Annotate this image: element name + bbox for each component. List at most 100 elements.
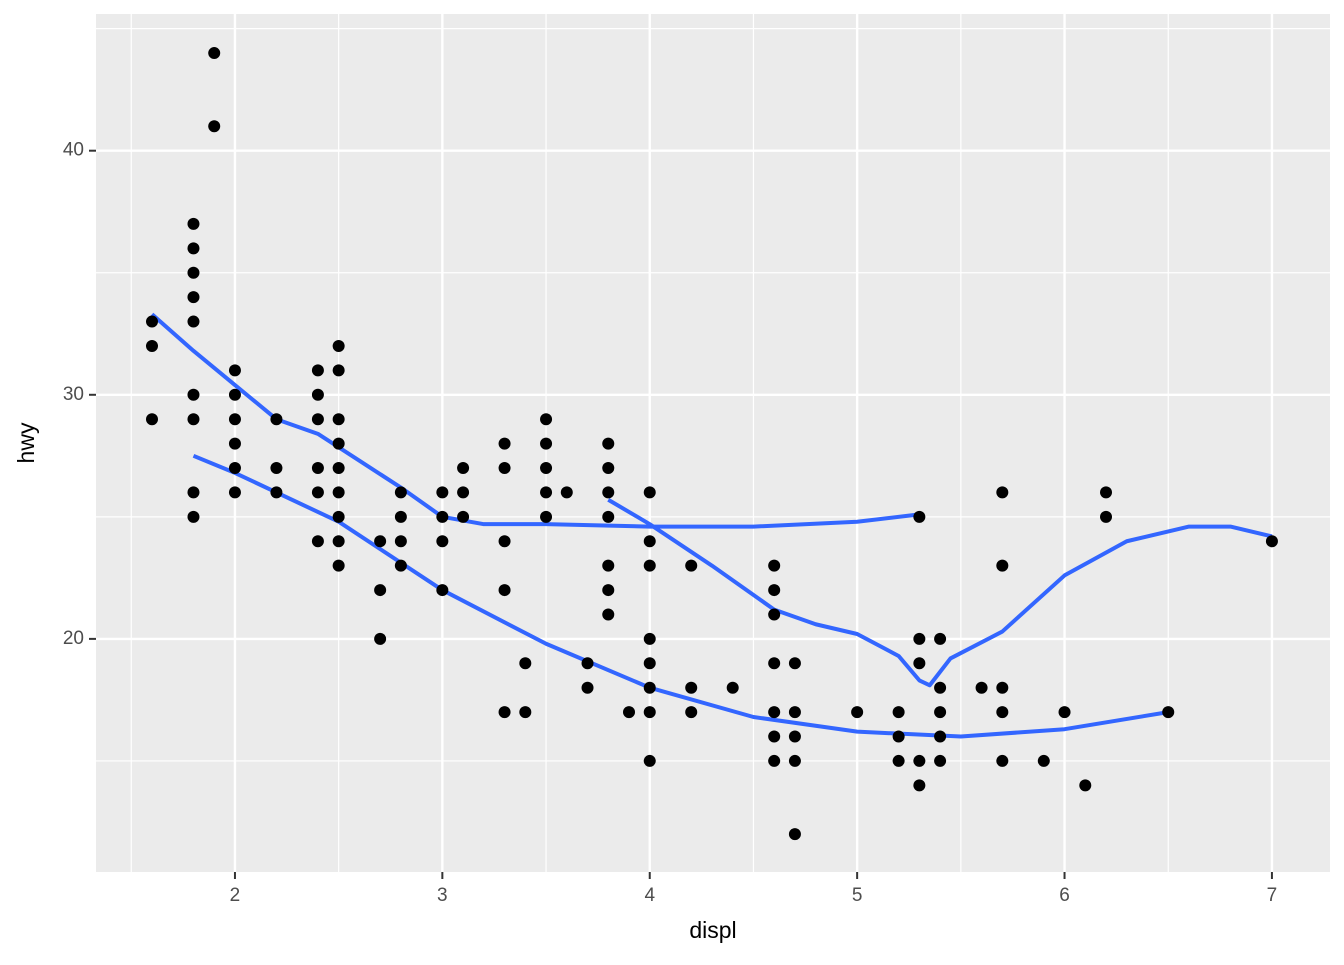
point bbox=[436, 584, 449, 597]
grid bbox=[96, 14, 1330, 872]
point bbox=[270, 486, 283, 499]
point bbox=[602, 559, 615, 572]
point bbox=[498, 462, 511, 475]
point bbox=[934, 681, 947, 694]
point bbox=[187, 486, 200, 499]
y-tick-label: 40 bbox=[63, 140, 84, 161]
point bbox=[540, 413, 553, 426]
point bbox=[643, 657, 656, 670]
point bbox=[996, 754, 1009, 767]
y-tick-label: 30 bbox=[63, 384, 84, 405]
point bbox=[685, 559, 698, 572]
x-tick-label: 3 bbox=[437, 885, 448, 906]
point bbox=[913, 754, 926, 767]
point bbox=[602, 486, 615, 499]
point bbox=[332, 535, 345, 548]
point bbox=[643, 754, 656, 767]
point bbox=[768, 584, 781, 597]
point bbox=[1058, 706, 1071, 719]
x-tick-label: 6 bbox=[1059, 885, 1070, 906]
point bbox=[498, 535, 511, 548]
point bbox=[643, 706, 656, 719]
point bbox=[332, 364, 345, 377]
point bbox=[1100, 510, 1113, 523]
point bbox=[602, 584, 615, 597]
point bbox=[519, 706, 532, 719]
point bbox=[145, 339, 158, 352]
point bbox=[560, 486, 573, 499]
x-tick-label: 2 bbox=[230, 885, 241, 906]
point bbox=[1037, 754, 1050, 767]
point bbox=[685, 681, 698, 694]
point bbox=[332, 339, 345, 352]
point bbox=[332, 437, 345, 450]
point bbox=[187, 242, 200, 255]
point bbox=[768, 730, 781, 743]
point bbox=[374, 535, 387, 548]
point bbox=[228, 486, 241, 499]
point bbox=[685, 706, 698, 719]
y-axis-title: hwy bbox=[13, 422, 39, 463]
point bbox=[457, 510, 470, 523]
point bbox=[768, 559, 781, 572]
point bbox=[913, 632, 926, 645]
point bbox=[332, 559, 345, 572]
point bbox=[311, 535, 324, 548]
smooth-line bbox=[607, 498, 1273, 688]
point bbox=[726, 681, 739, 694]
point bbox=[1265, 535, 1278, 548]
point bbox=[332, 486, 345, 499]
point bbox=[436, 535, 449, 548]
point bbox=[643, 681, 656, 694]
point bbox=[436, 486, 449, 499]
point bbox=[311, 364, 324, 377]
point bbox=[623, 706, 636, 719]
point bbox=[788, 828, 801, 841]
point bbox=[851, 706, 864, 719]
point bbox=[187, 510, 200, 523]
point bbox=[540, 462, 553, 475]
point bbox=[187, 291, 200, 304]
point bbox=[374, 584, 387, 597]
point bbox=[228, 413, 241, 426]
point bbox=[892, 730, 905, 743]
point bbox=[1100, 486, 1113, 499]
point bbox=[228, 437, 241, 450]
point bbox=[228, 364, 241, 377]
point bbox=[788, 754, 801, 767]
point bbox=[394, 559, 407, 572]
point bbox=[498, 437, 511, 450]
point bbox=[332, 413, 345, 426]
point bbox=[996, 681, 1009, 694]
point bbox=[581, 681, 594, 694]
point bbox=[1079, 779, 1092, 792]
point bbox=[540, 486, 553, 499]
point bbox=[643, 559, 656, 572]
axes: 2 3 4 5 6 7 20 30 40 bbox=[63, 140, 1277, 906]
point bbox=[643, 632, 656, 645]
point bbox=[145, 315, 158, 328]
point bbox=[643, 535, 656, 548]
point bbox=[934, 632, 947, 645]
x-tick-label: 4 bbox=[644, 885, 655, 906]
point bbox=[228, 388, 241, 401]
point bbox=[208, 47, 221, 60]
point bbox=[187, 413, 200, 426]
point bbox=[913, 779, 926, 792]
point bbox=[768, 608, 781, 621]
point bbox=[187, 266, 200, 279]
point bbox=[187, 217, 200, 230]
point bbox=[228, 462, 241, 475]
point bbox=[768, 754, 781, 767]
point bbox=[270, 413, 283, 426]
point bbox=[498, 584, 511, 597]
point bbox=[374, 632, 387, 645]
point bbox=[208, 120, 221, 133]
point bbox=[332, 462, 345, 475]
y-tick-label: 20 bbox=[63, 628, 84, 649]
point bbox=[913, 657, 926, 670]
point bbox=[187, 388, 200, 401]
point bbox=[311, 413, 324, 426]
point bbox=[913, 510, 926, 523]
